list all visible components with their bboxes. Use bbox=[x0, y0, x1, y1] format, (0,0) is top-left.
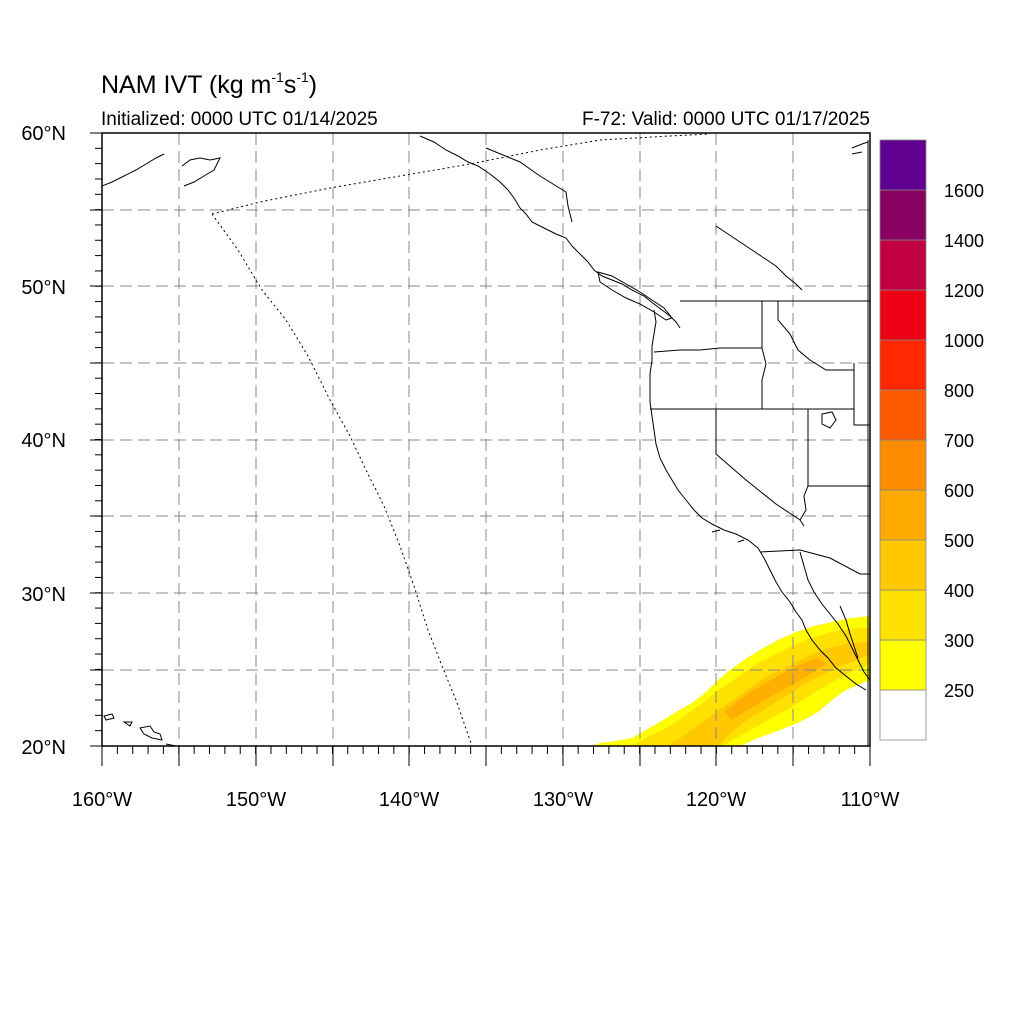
hudson-coast bbox=[715, 225, 803, 291]
or-id-border bbox=[761, 347, 767, 409]
salton-sea bbox=[799, 519, 805, 527]
lat-label-40: 40°N bbox=[21, 430, 66, 452]
us-west-coast bbox=[649, 309, 867, 691]
wa-or-border bbox=[653, 347, 762, 353]
lon-minor-ticks bbox=[101, 746, 871, 754]
ivt-plume-500 bbox=[724, 658, 826, 720]
alaska-bc-border bbox=[485, 147, 573, 223]
colorbar-label-500: 500 bbox=[944, 531, 974, 551]
lat-label-20: 20°N bbox=[21, 737, 66, 759]
id-mt-border bbox=[777, 301, 854, 371]
ivt-shading bbox=[592, 616, 870, 746]
wy-border bbox=[853, 363, 870, 426]
colorbar-swatch-6 bbox=[879, 389, 927, 441]
colorbar-swatch-4 bbox=[879, 489, 927, 541]
bc-coast bbox=[571, 245, 681, 329]
colorbar-label-1000: 1000 bbox=[944, 331, 984, 351]
initialized-label: Initialized: 0000 UTC 01/14/2025 bbox=[101, 109, 378, 130]
lon-label-140w: 140°W bbox=[379, 789, 439, 811]
lon-label-130w: 130°W bbox=[533, 789, 593, 811]
colorbar-swatch-7 bbox=[879, 339, 927, 391]
colorbar: 250 300 400 500 600 700 800 1000 1200 1400 1600 bbox=[879, 139, 984, 741]
great-salt-lake bbox=[821, 411, 837, 429]
political-boundaries bbox=[485, 140, 870, 746]
colorbar-label-250: 250 bbox=[944, 681, 974, 701]
mexico-mainland-coast bbox=[839, 605, 859, 659]
domain-boundary bbox=[211, 133, 711, 746]
colorbar-label-400: 400 bbox=[944, 581, 974, 601]
colorbar-swatch-9 bbox=[879, 239, 927, 291]
colorbar-swatch-1 bbox=[879, 639, 927, 691]
colorbar-swatch-2 bbox=[879, 589, 927, 641]
lon-label-160w: 160°W bbox=[72, 789, 132, 811]
colorbar-label-600: 600 bbox=[944, 481, 974, 501]
colorbar-swatch-8 bbox=[879, 289, 927, 341]
colorbar-label-1200: 1200 bbox=[944, 281, 984, 301]
figure-title: NAM IVT (kg m-1s-1) bbox=[101, 68, 318, 99]
colorbar-label-1400: 1400 bbox=[944, 231, 984, 251]
colorbar-label-700: 700 bbox=[944, 431, 974, 451]
colorbar-swatch-10 bbox=[879, 189, 927, 241]
colorbar-label-300: 300 bbox=[944, 631, 974, 651]
lakes bbox=[711, 411, 837, 543]
valid-time-label: F-72: Valid: 0000 UTC 01/17/2025 bbox=[582, 109, 870, 130]
colorbar-swatch-3 bbox=[879, 539, 927, 591]
east-frame-coast bbox=[851, 141, 869, 155]
lat-minor-ticks bbox=[95, 132, 102, 747]
lat-label-30: 30°N bbox=[21, 584, 66, 606]
vancouver-island bbox=[597, 271, 673, 321]
baja-gulf-coast bbox=[799, 551, 870, 681]
channel-islands bbox=[711, 529, 745, 543]
lon-label-110w: 110°W bbox=[841, 789, 900, 811]
hawaii bbox=[103, 713, 177, 746]
lat-label-60: 60°N bbox=[21, 123, 66, 145]
us-mx-border bbox=[759, 549, 870, 575]
colorbar-swatch-5 bbox=[879, 439, 927, 491]
colorbar-label-1600: 1600 bbox=[944, 181, 984, 201]
lon-label-120w: 120°W bbox=[686, 789, 746, 811]
lat-labels: 60°N 50°N 40°N 30°N 20°N bbox=[21, 123, 66, 759]
lat-label-50: 50°N bbox=[21, 277, 66, 299]
map-grid bbox=[102, 133, 870, 746]
alaska-coast bbox=[102, 135, 573, 247]
coastlines bbox=[102, 135, 870, 746]
lon-label-150w: 150°W bbox=[226, 789, 286, 811]
lon-labels: 160°W 150°W 140°W 130°W 120°W 110°W bbox=[72, 789, 900, 811]
colorbar-swatch-0 bbox=[879, 689, 927, 741]
colorbar-swatch-11 bbox=[879, 139, 927, 191]
colorbar-label-800: 800 bbox=[944, 381, 974, 401]
nevada-az-river bbox=[799, 485, 809, 521]
ca-nv-border bbox=[715, 409, 801, 521]
